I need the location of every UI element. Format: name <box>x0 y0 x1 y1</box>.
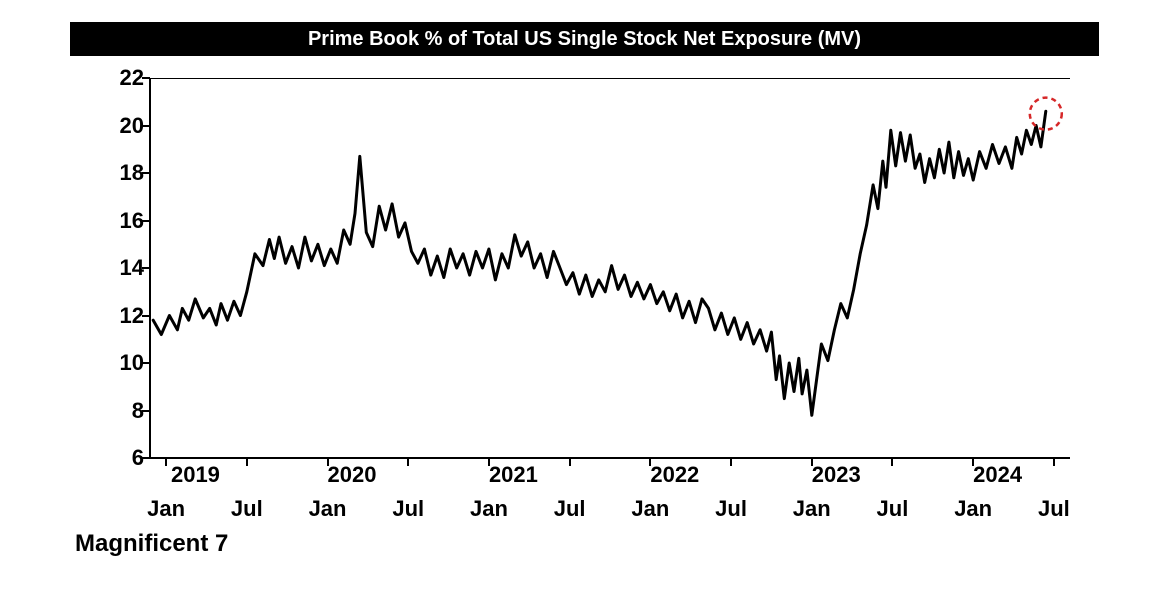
x-year-label: 2023 <box>812 462 861 488</box>
y-tick-label: 8 <box>132 398 150 424</box>
x-year-label: 2024 <box>973 462 1022 488</box>
x-tick <box>327 458 329 466</box>
x-year-label: 2021 <box>489 462 538 488</box>
y-tick-label: 12 <box>120 303 150 329</box>
chart-title-text: Prime Book % of Total US Single Stock Ne… <box>308 28 861 51</box>
chart-container: Prime Book % of Total US Single Stock Ne… <box>0 0 1169 595</box>
x-tick <box>165 458 167 466</box>
x-month-label: Jul <box>715 496 747 522</box>
x-month-label: Jul <box>1038 496 1070 522</box>
x-tick <box>891 458 893 466</box>
x-month-label: Jul <box>554 496 586 522</box>
x-month-label: Jan <box>147 496 185 522</box>
x-month-label: Jan <box>954 496 992 522</box>
chart-title: Prime Book % of Total US Single Stock Ne… <box>70 22 1099 56</box>
x-month-label: Jan <box>470 496 508 522</box>
x-tick <box>649 458 651 466</box>
x-year-label: 2022 <box>650 462 699 488</box>
x-month-label: Jan <box>309 496 347 522</box>
x-tick <box>246 458 248 466</box>
series-label-text: Magnificent 7 <box>75 530 228 557</box>
series-line <box>153 111 1046 415</box>
x-tick <box>730 458 732 466</box>
y-tick-label: 20 <box>120 113 150 139</box>
x-tick <box>407 458 409 466</box>
x-month-label: Jan <box>793 496 831 522</box>
x-month-label: Jul <box>231 496 263 522</box>
x-tick <box>569 458 571 466</box>
x-tick <box>811 458 813 466</box>
plot-area: 6810121416182022201920202021202220232024… <box>150 78 1070 458</box>
x-tick <box>1053 458 1055 466</box>
series-label: Magnificent 7 <box>75 530 228 558</box>
x-month-label: Jul <box>392 496 424 522</box>
plot-svg <box>150 78 1070 458</box>
y-tick-label: 16 <box>120 208 150 234</box>
x-year-label: 2019 <box>171 462 220 488</box>
y-tick-label: 22 <box>120 65 150 91</box>
x-month-label: Jan <box>631 496 669 522</box>
y-tick-label: 18 <box>120 160 150 186</box>
y-tick-label: 6 <box>132 445 150 471</box>
y-tick-label: 10 <box>120 350 150 376</box>
x-month-label: Jul <box>877 496 909 522</box>
y-tick-label: 14 <box>120 255 150 281</box>
x-year-label: 2020 <box>328 462 377 488</box>
x-tick <box>488 458 490 466</box>
x-tick <box>972 458 974 466</box>
